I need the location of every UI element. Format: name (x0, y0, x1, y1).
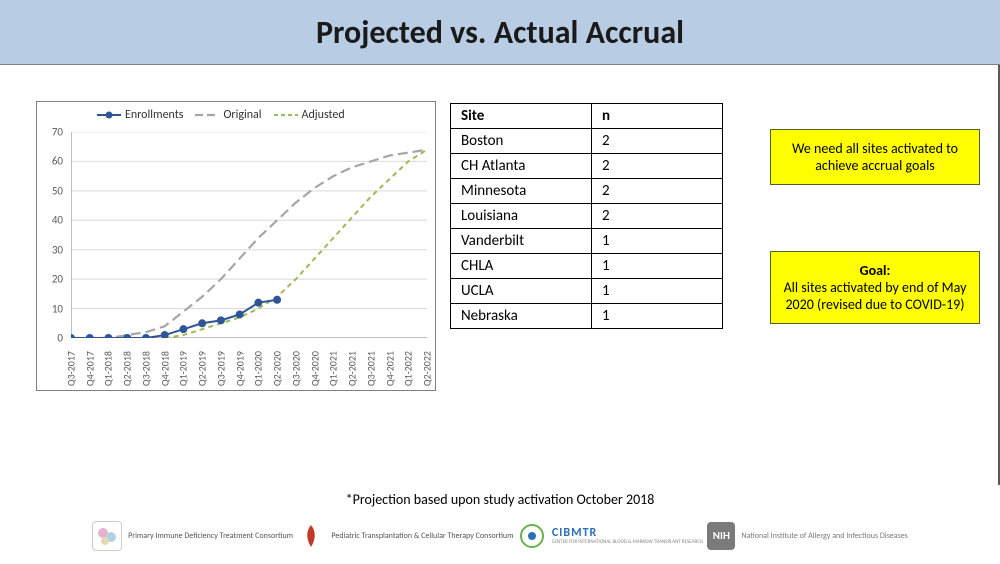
chart-legend: Enrollments Original Adjusted (97, 108, 345, 122)
content-region: Enrollments Original Adjusted 0 10 20 30 40 5… (0, 65, 1000, 485)
legend-label: Original (223, 108, 261, 122)
ptctc-icon (297, 522, 325, 550)
cell-n: 2 (592, 204, 723, 229)
logo-ptctc: Pediatric Transplantation & Cellular The… (297, 522, 513, 550)
x-tick-label: Q1-2019 (177, 351, 190, 386)
x-tick-label: Q2-2021 (346, 351, 359, 386)
chart-x-ticks: Q3-2017Q4-2017Q1-2018Q2-2018Q3-2018Q4-20… (71, 338, 427, 386)
table-header-row: Site n (451, 104, 723, 129)
chart-y-ticks: 010203040506070 (37, 132, 67, 338)
x-tick-label: Q1-2022 (402, 351, 415, 386)
table-row: Louisiana2 (451, 204, 723, 229)
nih-icon: NIH (707, 522, 735, 550)
x-tick-label: Q3-2020 (289, 351, 302, 386)
cell-site: Nebraska (451, 304, 592, 329)
legend-adjusted-swatch (274, 110, 298, 120)
col-n: n (592, 104, 723, 129)
x-tick-label: Q3-2018 (139, 351, 152, 386)
x-tick-label: Q2-2022 (421, 351, 434, 386)
table-row: Vanderbilt1 (451, 229, 723, 254)
cell-site: CHLA (451, 254, 592, 279)
cell-n: 1 (592, 254, 723, 279)
x-tick-label: Q1-2020 (252, 351, 265, 386)
x-tick-label: Q2-2018 (121, 351, 134, 386)
x-tick-label: Q4-2018 (158, 351, 171, 386)
x-tick-label: Q2-2020 (271, 351, 284, 386)
x-tick-label: Q3-2021 (364, 351, 377, 386)
x-tick-label: Q1-2018 (102, 351, 115, 386)
legend-original-swatch (195, 110, 219, 120)
y-tick-label: 0 (57, 332, 63, 345)
y-tick-label: 10 (52, 302, 63, 315)
cell-n: 2 (592, 129, 723, 154)
pidtc-icon (92, 521, 122, 551)
logo-label: Primary Immune Deficiency Treatment Cons… (128, 532, 293, 541)
x-tick-label: Q4-2017 (83, 351, 96, 386)
table-row: UCLA1 (451, 279, 723, 304)
logo-sublabel: National Institute of Allergy and Infect… (741, 532, 907, 541)
table-row: Minnesota2 (451, 179, 723, 204)
cell-n: 1 (592, 304, 723, 329)
x-tick-label: Q3-2019 (214, 351, 227, 386)
x-tick-label: Q2-2019 (196, 351, 209, 386)
y-tick-label: 60 (52, 155, 63, 168)
projection-note: *Projection based upon study activation … (0, 491, 1000, 508)
page-title: Projected vs. Actual Accrual (316, 13, 684, 52)
callout-goal-heading: Goal: (860, 262, 891, 279)
logo-nih: NIH National Institute of Allergy and In… (707, 522, 907, 550)
callout-text: All sites activated by end of May 2020 (… (784, 279, 967, 313)
col-site: Site (451, 104, 592, 129)
y-tick-label: 50 (52, 184, 63, 197)
cell-site: CH Atlanta (451, 154, 592, 179)
logo-sublabel: CENTER FOR INTERNATIONAL BLOOD & MARROW … (552, 540, 703, 546)
x-tick-label: Q3-2017 (65, 351, 78, 386)
x-tick-label: Q1-2021 (327, 351, 340, 386)
callout-need-activation: We need all sites activated to achieve a… (770, 129, 980, 185)
cell-n: 1 (592, 229, 723, 254)
x-tick-label: Q4-2019 (233, 351, 246, 386)
cell-n: 2 (592, 154, 723, 179)
legend-original: Original (195, 108, 261, 122)
table-row: CH Atlanta2 (451, 154, 723, 179)
cell-n: 2 (592, 179, 723, 204)
legend-label: Enrollments (125, 108, 183, 122)
logo-strip: Primary Immune Deficiency Treatment Cons… (0, 516, 1000, 556)
y-tick-label: 20 (52, 273, 63, 286)
logo-cibmtr: CIBMTR CENTER FOR INTERNATIONAL BLOOD & … (518, 522, 703, 550)
cell-site: Minnesota (451, 179, 592, 204)
logo-label: CIBMTR (552, 527, 703, 540)
cibmtr-icon (518, 522, 546, 550)
logo-pidtc: Primary Immune Deficiency Treatment Cons… (92, 521, 293, 551)
y-tick-label: 40 (52, 214, 63, 227)
table-row: Boston2 (451, 129, 723, 154)
site-table: Site n Boston2CH Atlanta2Minnesota2Louis… (450, 103, 723, 329)
logo-label: Pediatric Transplantation & Cellular The… (331, 532, 513, 541)
cell-site: UCLA (451, 279, 592, 304)
cell-n: 1 (592, 279, 723, 304)
chart-plot-area (71, 132, 427, 338)
chart-svg (71, 132, 427, 338)
table-row: CHLA1 (451, 254, 723, 279)
legend-enrollments-swatch (97, 110, 121, 120)
legend-adjusted: Adjusted (274, 108, 345, 122)
cell-site: Louisiana (451, 204, 592, 229)
table-row: Nebraska1 (451, 304, 723, 329)
legend-label: Adjusted (302, 108, 345, 122)
cell-site: Vanderbilt (451, 229, 592, 254)
y-tick-label: 70 (52, 126, 63, 139)
y-tick-label: 30 (52, 243, 63, 256)
callout-goal: Goal: All sites activated by end of May … (770, 251, 980, 324)
cell-site: Boston (451, 129, 592, 154)
x-tick-label: Q4-2020 (308, 351, 321, 386)
header-band: Projected vs. Actual Accrual (0, 0, 1000, 65)
callout-text: We need all sites activated to achieve a… (792, 140, 958, 174)
legend-enrollments: Enrollments (97, 108, 183, 122)
x-tick-label: Q4-2021 (383, 351, 396, 386)
accrual-chart: Enrollments Original Adjusted 0 10 20 30 40 5… (36, 101, 436, 391)
